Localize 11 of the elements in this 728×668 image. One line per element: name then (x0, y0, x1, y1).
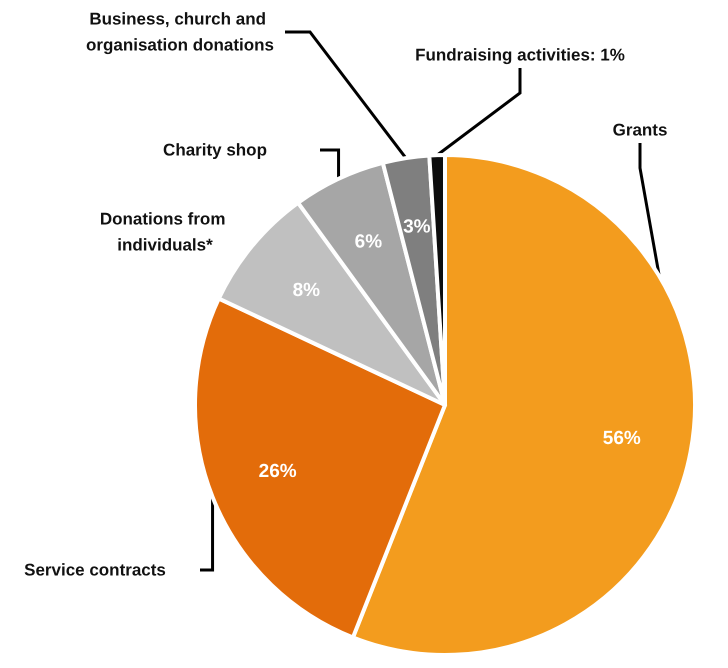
data-label: 3% (403, 216, 431, 238)
slice-label: Fundraising activities: 1% (415, 46, 625, 64)
data-label: 6% (354, 232, 382, 253)
slice-label: Donations from individuals* (100, 210, 230, 254)
slice-label: Service contracts (24, 560, 166, 580)
slice-label: Charity shop (163, 140, 267, 160)
slice-label: Grants (612, 120, 668, 140)
data-label: 26% (258, 460, 297, 482)
data-label: 8% (292, 280, 320, 301)
data-label: 56% (602, 428, 641, 450)
slice-label: Business, church and organisation donations (86, 10, 274, 54)
